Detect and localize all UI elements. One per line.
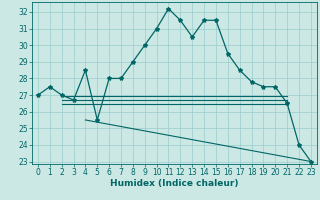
X-axis label: Humidex (Indice chaleur): Humidex (Indice chaleur) bbox=[110, 179, 239, 188]
